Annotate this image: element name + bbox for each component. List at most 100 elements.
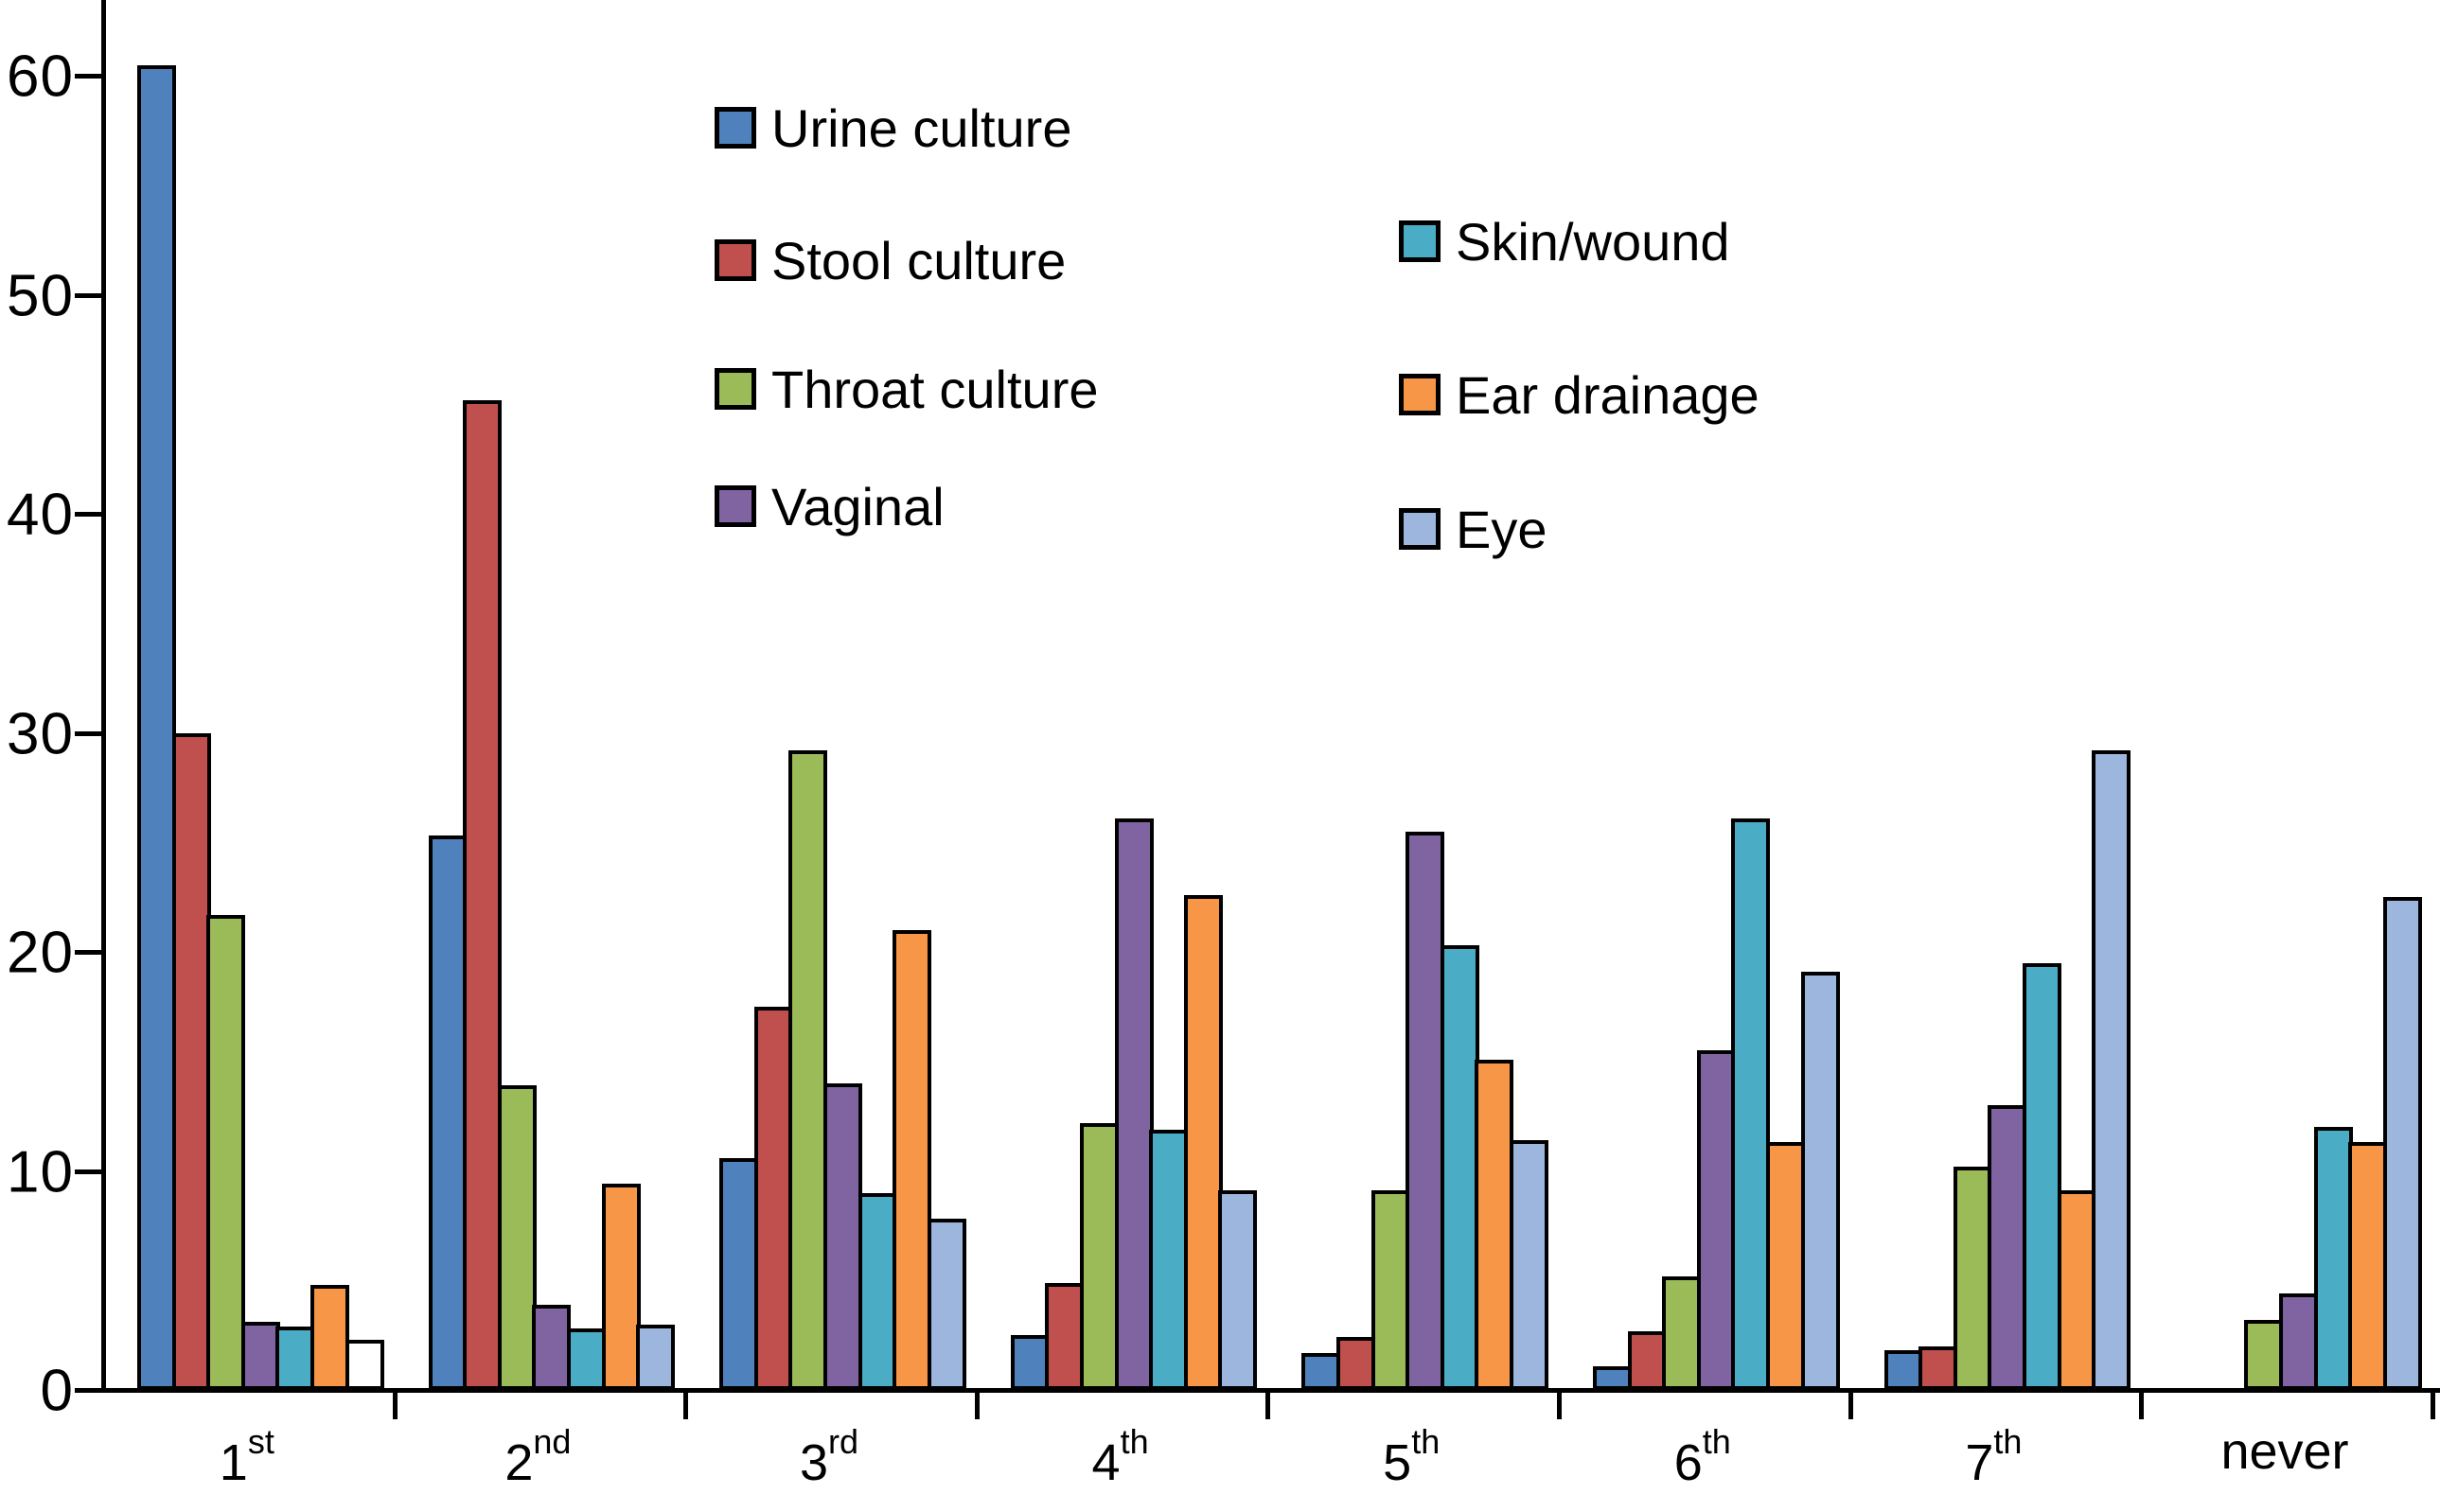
x-category-label-3: 3rd bbox=[683, 1422, 975, 1492]
bar-stool-culture-4 bbox=[1045, 1283, 1084, 1390]
x-category-label-5: 5th bbox=[1265, 1422, 1557, 1492]
x-category-label-never: never bbox=[2139, 1422, 2431, 1481]
x-tick bbox=[2139, 1388, 2145, 1419]
legend-swatch-icon bbox=[715, 368, 756, 410]
x-category-label-1: 1st bbox=[101, 1422, 393, 1492]
legend-label: Skin/wound bbox=[1456, 211, 1730, 272]
bar-ear-drainage-6 bbox=[1766, 1142, 1805, 1390]
x-tick bbox=[974, 1388, 980, 1419]
y-tick bbox=[75, 1169, 101, 1174]
bar-urine-culture-4 bbox=[1011, 1335, 1050, 1390]
x-tick bbox=[1265, 1388, 1271, 1419]
x-category-text: 1 bbox=[219, 1434, 248, 1491]
bar-skin-wound-5 bbox=[1441, 945, 1479, 1390]
x-category-ordinal-suffix: st bbox=[247, 1422, 274, 1461]
bar-throat-culture-7 bbox=[1954, 1167, 1992, 1390]
legend-item-urine-culture: Urine culture bbox=[715, 97, 1072, 158]
bar-eye-1 bbox=[345, 1340, 384, 1390]
bar-skin-wound-3 bbox=[858, 1193, 897, 1390]
bar-ear-drainage-3 bbox=[893, 930, 931, 1390]
bar-eye-7 bbox=[2092, 750, 2131, 1390]
bar-ear-drainage-7 bbox=[2058, 1190, 2096, 1390]
y-tick bbox=[75, 74, 101, 79]
y-axis-line bbox=[101, 0, 106, 1393]
bar-vaginal-3 bbox=[823, 1083, 862, 1390]
bar-throat-culture-6 bbox=[1662, 1276, 1701, 1390]
bar-urine-culture-5 bbox=[1301, 1353, 1340, 1390]
bar-ear-drainage-5 bbox=[1475, 1060, 1513, 1390]
bar-urine-culture-2 bbox=[429, 835, 468, 1390]
bar-eye-5 bbox=[1510, 1140, 1548, 1390]
bar-urine-culture-3 bbox=[719, 1158, 758, 1390]
bar-vaginal-1 bbox=[241, 1322, 280, 1390]
bar-ear-drainage-1 bbox=[310, 1285, 349, 1390]
y-tick-label: 20 bbox=[7, 920, 74, 986]
x-tick bbox=[392, 1388, 398, 1419]
y-tick bbox=[75, 292, 101, 298]
legend-swatch-icon bbox=[1399, 508, 1441, 550]
bar-ear-drainage-4 bbox=[1184, 895, 1223, 1390]
y-tick-label: 30 bbox=[7, 701, 74, 767]
y-tick bbox=[75, 950, 101, 956]
bar-throat-culture-1 bbox=[206, 915, 245, 1390]
y-tick bbox=[75, 1388, 101, 1393]
bar-ear-drainage-never bbox=[2348, 1142, 2387, 1390]
y-tick-label: 50 bbox=[7, 263, 74, 329]
legend-label: Ear drainage bbox=[1456, 364, 1759, 425]
legend-swatch-icon bbox=[1399, 220, 1441, 262]
bar-stool-culture-5 bbox=[1336, 1337, 1375, 1390]
legend-item-vaginal: Vaginal bbox=[715, 477, 945, 536]
x-category-ordinal-suffix: th bbox=[1702, 1422, 1731, 1461]
y-tick-label: 60 bbox=[7, 44, 74, 110]
x-tick bbox=[1557, 1388, 1562, 1419]
bar-eye-6 bbox=[1801, 972, 1840, 1390]
bar-eye-never bbox=[2383, 897, 2422, 1390]
bar-vaginal-5 bbox=[1406, 832, 1444, 1390]
bar-stool-culture-2 bbox=[463, 400, 502, 1390]
bar-throat-culture-3 bbox=[788, 750, 827, 1390]
legend-label: Eye bbox=[1456, 499, 1547, 559]
bar-throat-culture-4 bbox=[1080, 1123, 1119, 1390]
y-tick bbox=[75, 512, 101, 518]
x-category-label-7: 7th bbox=[1848, 1422, 2139, 1492]
bar-skin-wound-6 bbox=[1731, 818, 1770, 1390]
bar-skin-wound-1 bbox=[275, 1327, 314, 1390]
bar-eye-3 bbox=[928, 1219, 966, 1390]
bar-eye-2 bbox=[636, 1325, 675, 1390]
legend-label: Stool culture bbox=[771, 230, 1067, 290]
legend-label: Urine culture bbox=[771, 97, 1072, 158]
legend-item-skin-wound: Skin/wound bbox=[1399, 211, 1730, 272]
x-category-text: 2 bbox=[504, 1434, 534, 1491]
legend-swatch-icon bbox=[715, 239, 756, 281]
legend-item-stool-culture: Stool culture bbox=[715, 231, 1066, 290]
x-category-text: never bbox=[2220, 1423, 2349, 1480]
y-tick-label: 10 bbox=[7, 1139, 74, 1205]
bar-skin-wound-4 bbox=[1149, 1130, 1188, 1390]
x-tick bbox=[2430, 1388, 2435, 1419]
legend-swatch-icon bbox=[1399, 374, 1441, 415]
x-category-text: 5 bbox=[1383, 1434, 1412, 1491]
legend-item-throat-culture: Throat culture bbox=[715, 359, 1099, 419]
bar-stool-culture-1 bbox=[172, 733, 211, 1390]
x-category-ordinal-suffix: nd bbox=[533, 1422, 572, 1461]
bar-throat-culture-never bbox=[2244, 1320, 2283, 1390]
x-category-label-6: 6th bbox=[1557, 1422, 1848, 1492]
bar-ear-drainage-2 bbox=[602, 1184, 641, 1390]
legend-item-eye: Eye bbox=[1399, 499, 1547, 559]
bar-skin-wound-7 bbox=[2023, 963, 2061, 1390]
x-category-text: 4 bbox=[1091, 1434, 1121, 1491]
x-category-ordinal-suffix: th bbox=[1993, 1422, 2023, 1461]
y-tick bbox=[75, 730, 101, 736]
bar-urine-culture-6 bbox=[1593, 1366, 1632, 1390]
x-tick bbox=[1848, 1388, 1853, 1419]
legend-label: Throat culture bbox=[771, 359, 1099, 419]
bar-eye-4 bbox=[1218, 1190, 1257, 1390]
x-axis-line bbox=[101, 1388, 2440, 1393]
bar-vaginal-never bbox=[2279, 1293, 2318, 1390]
legend-label: Vaginal bbox=[771, 476, 945, 536]
y-tick-label: 0 bbox=[40, 1358, 74, 1424]
legend-swatch-icon bbox=[715, 107, 756, 149]
bar-stool-culture-6 bbox=[1628, 1331, 1667, 1390]
legend-item-ear-drainage: Ear drainage bbox=[1399, 364, 1759, 425]
bar-stool-culture-3 bbox=[754, 1007, 793, 1390]
